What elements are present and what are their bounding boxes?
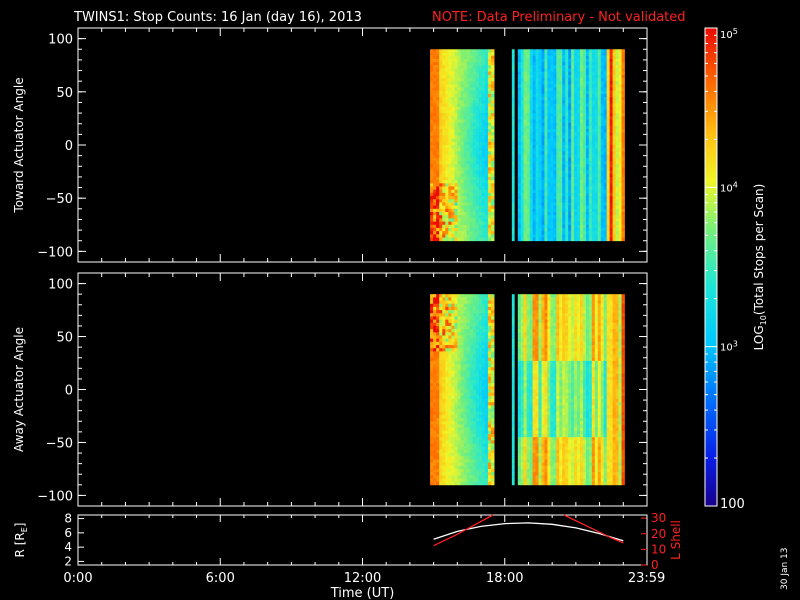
l-shell-line — [433, 514, 494, 547]
y-tick-label: 2 — [64, 554, 72, 568]
y-tick-label: 50 — [56, 86, 73, 101]
x-tick-label: 0:00 — [63, 571, 92, 586]
y-tick-label: 50 — [56, 331, 73, 346]
colorbar-label: LOG10(Total Stops per Scan) — [752, 184, 768, 351]
colorbar: 100 103 104 105 LOG10(Total Stops per Scan) — [704, 27, 768, 512]
chart-title: TWINS1: Stop Counts: 16 Jan (day 16), 20… — [73, 10, 362, 25]
colorbar-tick-label: 104 — [720, 180, 738, 194]
l-shell-line — [563, 514, 624, 544]
y-axis-label: Toward Actuator Angle — [12, 77, 26, 213]
y2-tick-label: 30 — [651, 511, 666, 525]
y2-tick-label: 0 — [651, 558, 659, 572]
away-angle-panel: −100 −50 0 50 100 Away Actuator Angle — [12, 272, 648, 507]
y-axis-label: R [RE] — [13, 523, 29, 558]
y2-axis-label: L Shell — [669, 520, 683, 560]
y-axis-label: Away Actuator Angle — [12, 327, 26, 452]
colorbar-gradient — [705, 28, 717, 506]
heatmap-block — [430, 294, 495, 486]
y-tick-label: 0 — [65, 139, 73, 154]
y-tick-label: 8 — [64, 512, 72, 526]
colorbar-tick-label: 103 — [720, 340, 738, 354]
y2-tick-label: 10 — [651, 542, 666, 556]
y-tick-label: 100 — [48, 33, 73, 48]
colorbar-tick-label: 105 — [720, 27, 738, 41]
y-tick-label: −50 — [46, 436, 73, 451]
y-tick-label: −50 — [46, 192, 73, 207]
plot-frame — [77, 514, 648, 566]
heatmap-block — [511, 49, 515, 242]
x-tick-label: 18:00 — [486, 571, 523, 586]
toward-angle-panel: −100 −50 0 50 100 Toward Actuator Angle — [12, 27, 648, 263]
colorbar-tick-label: 100 — [720, 497, 745, 512]
data-note: NOTE: Data Preliminary - Not validated — [432, 10, 686, 25]
y-tick-label: 100 — [48, 278, 73, 293]
y-tick-label: −100 — [37, 489, 73, 504]
y-tick-label: 4 — [64, 540, 72, 554]
y2-tick-label: 20 — [651, 527, 666, 541]
y-tick-label: 0 — [65, 384, 73, 399]
heatmap-block — [517, 294, 625, 486]
x-tick-label: 12:00 — [344, 571, 381, 586]
x-tick-label: 6:00 — [206, 571, 235, 586]
y-tick-label: −100 — [37, 245, 73, 260]
heatmap-block — [511, 294, 515, 486]
date-stamp: 30 Jan 13 — [780, 548, 790, 591]
heatmap-block — [430, 49, 495, 242]
x-tick-label: 23:59 — [628, 571, 665, 586]
heatmap-block — [517, 49, 625, 242]
y-tick-label: 6 — [64, 526, 72, 540]
x-axis-label: Time (UT) — [330, 586, 395, 600]
